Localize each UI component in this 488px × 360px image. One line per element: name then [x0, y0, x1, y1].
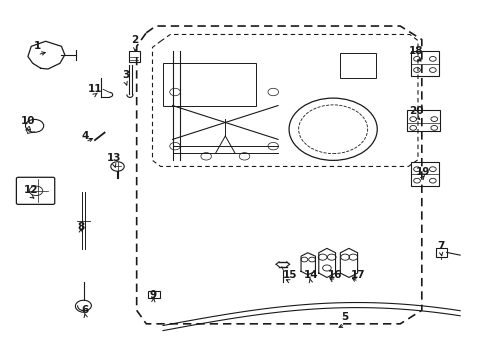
Text: 3: 3 — [122, 70, 129, 80]
Bar — [410, 51, 438, 76]
Text: 19: 19 — [415, 167, 429, 176]
Text: 9: 9 — [150, 290, 157, 300]
Text: 5: 5 — [341, 312, 348, 322]
Text: 11: 11 — [87, 84, 102, 94]
Text: 12: 12 — [24, 185, 39, 195]
Bar — [410, 162, 438, 186]
Text: 1: 1 — [34, 41, 41, 51]
Bar — [435, 248, 446, 257]
Text: 8: 8 — [77, 222, 84, 232]
Text: 4: 4 — [81, 131, 89, 141]
Text: 15: 15 — [282, 270, 297, 280]
Text: 7: 7 — [436, 241, 444, 251]
Bar — [128, 51, 140, 62]
Text: 20: 20 — [408, 105, 423, 116]
Text: 14: 14 — [303, 270, 317, 280]
Text: 6: 6 — [81, 305, 89, 315]
Text: 13: 13 — [107, 153, 121, 163]
Text: 10: 10 — [20, 116, 35, 126]
Bar — [147, 291, 160, 298]
Text: 16: 16 — [326, 270, 341, 280]
Text: 2: 2 — [131, 35, 139, 45]
Bar — [340, 53, 375, 78]
Text: 18: 18 — [408, 46, 423, 57]
Bar — [163, 63, 256, 105]
Bar — [407, 110, 439, 131]
Text: 17: 17 — [350, 270, 365, 280]
